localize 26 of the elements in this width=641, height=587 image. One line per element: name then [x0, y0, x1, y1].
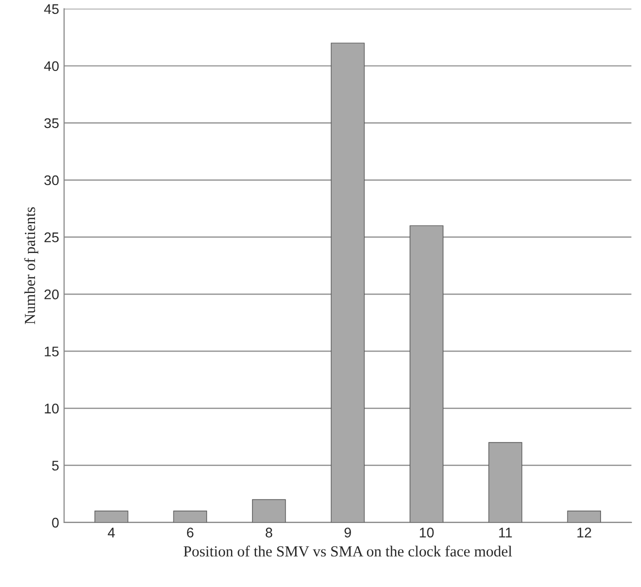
y-tick-label: 35 [44, 118, 59, 128]
y-tick-label: 45 [44, 4, 59, 14]
bar [94, 510, 128, 522]
x-tick-label: 12 [577, 528, 592, 538]
bar [567, 510, 602, 522]
bar [488, 442, 522, 522]
y-axis-title: Number of patients [24, 207, 38, 324]
y-tick-label: 20 [44, 289, 59, 300]
x-tick-label: 4 [108, 528, 115, 538]
bar [173, 510, 208, 522]
x-tick-label: 9 [344, 528, 351, 538]
y-tick-label: 25 [44, 232, 59, 242]
y-tick-label: 5 [52, 460, 59, 471]
x-tick-label: 10 [420, 528, 434, 538]
y-tick-label: 0 [52, 518, 59, 528]
x-tick-label: 11 [499, 528, 512, 538]
y-tick-label: 40 [44, 61, 59, 72]
x-axis-title: Position of the SMV vs SMA on the clock face model [184, 546, 512, 557]
bar [252, 499, 286, 522]
y-tick-label: 30 [44, 175, 59, 186]
bar [330, 42, 365, 522]
x-tick-label: 8 [266, 528, 272, 538]
y-tick-label: 10 [44, 404, 59, 414]
x-tick-label: 6 [187, 528, 194, 538]
bar [410, 225, 444, 522]
y-tick-label: 15 [44, 346, 59, 356]
